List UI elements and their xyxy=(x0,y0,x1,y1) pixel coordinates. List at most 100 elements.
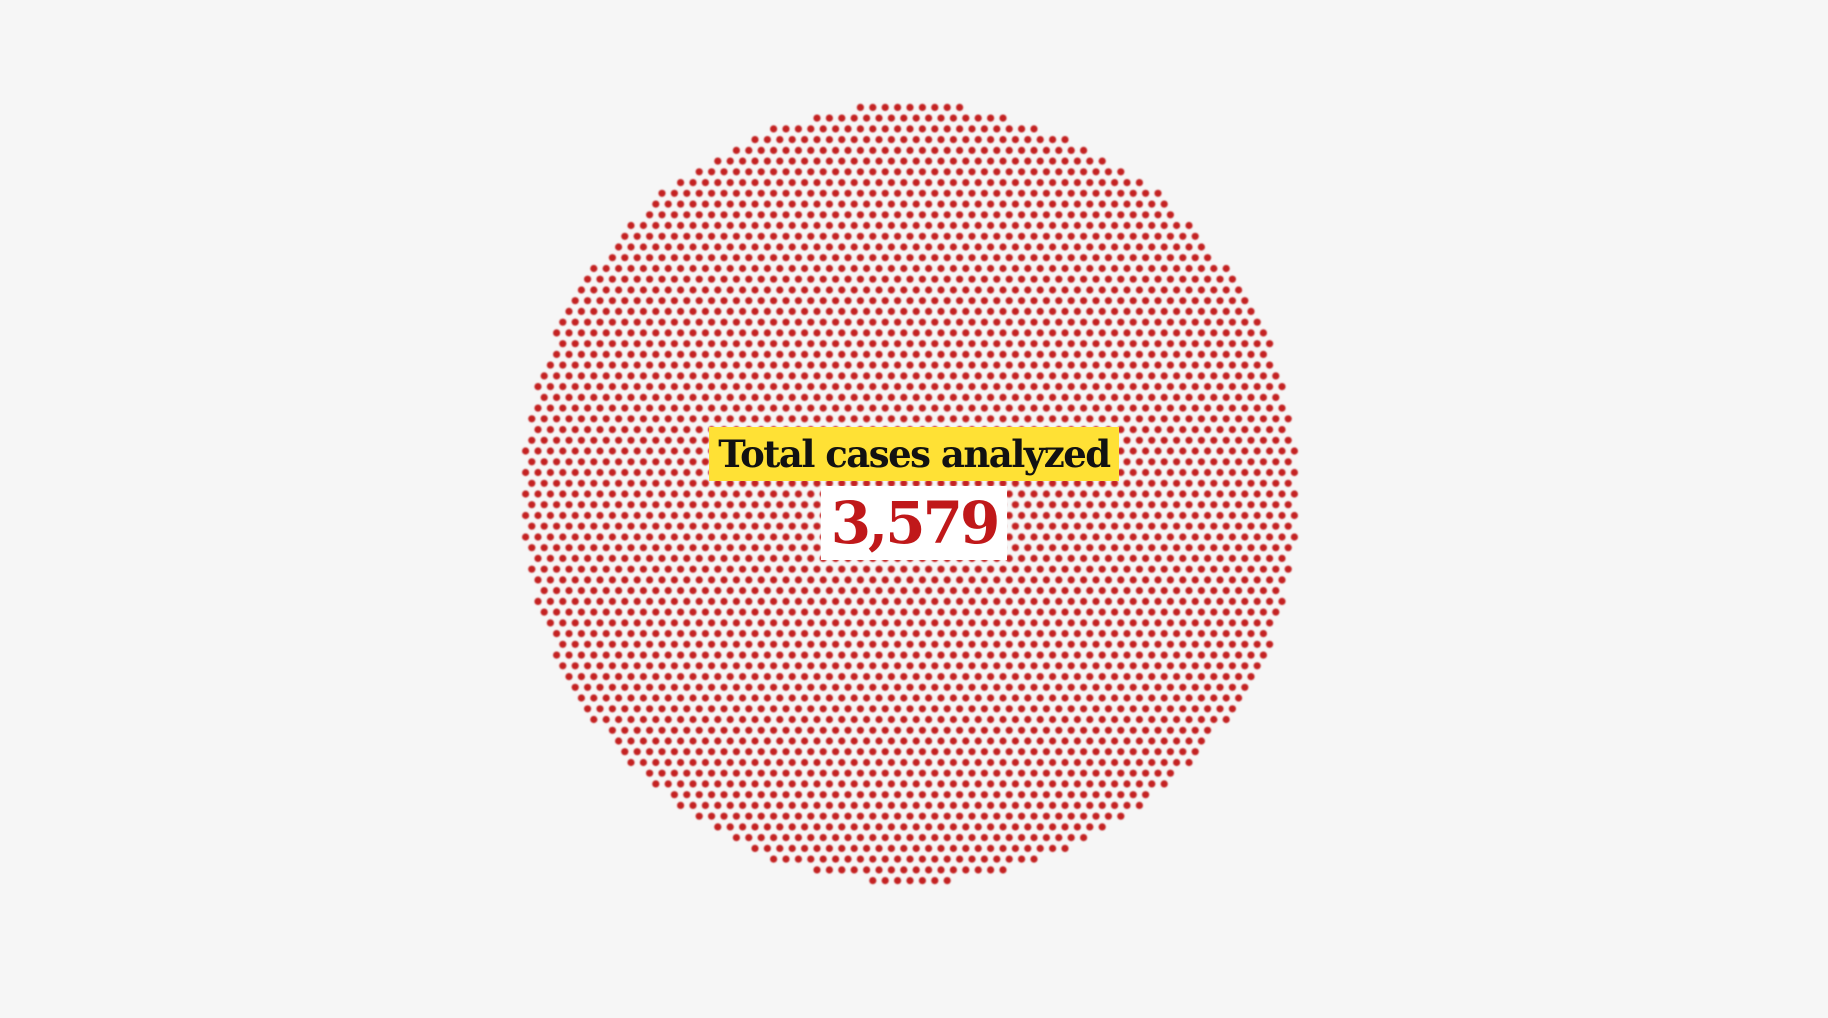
case-dot xyxy=(1042,168,1050,176)
case-dot xyxy=(993,576,1001,584)
case-dot xyxy=(751,565,759,573)
case-dot xyxy=(695,662,703,670)
case-dot xyxy=(956,662,964,670)
case-dot xyxy=(776,329,784,337)
case-dot xyxy=(894,340,902,348)
case-dot xyxy=(1179,297,1187,305)
case-dot xyxy=(1036,136,1044,144)
case-dot xyxy=(770,404,778,412)
case-dot xyxy=(534,597,542,606)
case-dot xyxy=(1005,705,1013,713)
case-dot xyxy=(590,436,598,444)
case-dot xyxy=(1228,640,1236,648)
case-dot xyxy=(658,275,666,283)
case-dot xyxy=(615,544,623,552)
case-dot xyxy=(850,565,858,573)
case-dot xyxy=(788,243,796,251)
case-dot xyxy=(1055,318,1063,326)
case-dot xyxy=(1104,361,1112,369)
case-dot xyxy=(695,383,703,391)
case-dot xyxy=(770,275,778,283)
case-dot xyxy=(1005,554,1013,563)
case-dot xyxy=(534,468,542,477)
case-dot xyxy=(652,458,660,466)
case-dot xyxy=(677,221,685,230)
case-dot xyxy=(720,404,728,412)
case-dot xyxy=(832,662,840,670)
case-dot xyxy=(1073,801,1081,810)
case-dot xyxy=(1011,479,1020,487)
case-dot xyxy=(1173,673,1181,681)
case-dot xyxy=(863,715,871,724)
case-dot xyxy=(1104,662,1112,670)
case-dot xyxy=(584,490,592,498)
case-dot xyxy=(918,318,927,326)
case-dot xyxy=(732,769,741,777)
case-dot xyxy=(1086,758,1094,767)
case-dot xyxy=(1011,264,1020,273)
case-dot xyxy=(646,597,654,606)
case-dot xyxy=(1216,597,1224,606)
case-dot xyxy=(695,576,703,584)
case-dot xyxy=(993,834,1001,842)
case-dot xyxy=(1049,565,1057,573)
case-dot xyxy=(608,383,617,391)
case-dot xyxy=(1055,189,1063,197)
case-dot xyxy=(720,812,728,820)
case-dot xyxy=(918,576,927,584)
case-dot xyxy=(732,812,741,820)
case-dot xyxy=(931,404,939,412)
case-dot xyxy=(1092,812,1100,820)
case-dot xyxy=(1247,415,1255,423)
case-dot xyxy=(1098,522,1106,530)
case-dot xyxy=(856,103,865,111)
case-dot xyxy=(1005,275,1013,283)
case-dot xyxy=(565,630,573,638)
case-dot xyxy=(956,812,964,820)
case-dot xyxy=(844,383,852,391)
case-dot xyxy=(1049,715,1057,724)
case-dot xyxy=(559,468,567,477)
case-dot xyxy=(1005,318,1013,326)
case-dot xyxy=(968,683,976,691)
case-dot xyxy=(1061,673,1069,681)
case-dot xyxy=(701,608,710,616)
case-dot xyxy=(1111,307,1119,315)
case-dot xyxy=(900,694,908,702)
case-dot xyxy=(869,748,877,756)
case-dot xyxy=(714,544,722,552)
case-dot xyxy=(869,146,877,154)
case-dot xyxy=(1129,404,1137,412)
case-dot xyxy=(980,361,989,369)
case-dot xyxy=(1080,189,1088,197)
case-dot xyxy=(670,640,679,648)
case-dot xyxy=(571,511,579,520)
case-dot xyxy=(1049,329,1057,337)
case-dot xyxy=(1061,844,1069,853)
case-dot xyxy=(937,651,945,659)
case-dot xyxy=(633,619,641,627)
case-dot xyxy=(639,479,648,487)
case-dot xyxy=(732,232,741,240)
case-dot xyxy=(770,683,778,691)
case-dot xyxy=(1111,393,1119,401)
case-dot xyxy=(999,415,1007,423)
case-dot xyxy=(962,630,970,638)
case-dot xyxy=(1011,243,1020,251)
case-dot xyxy=(788,780,796,788)
case-dot xyxy=(962,823,970,831)
case-dot xyxy=(856,576,865,584)
case-dot xyxy=(1098,307,1106,315)
case-dot xyxy=(546,619,555,627)
case-dot xyxy=(1129,533,1137,541)
case-dot xyxy=(850,608,858,616)
case-dot xyxy=(918,855,927,863)
case-dot xyxy=(881,103,889,111)
case-dot xyxy=(906,640,914,648)
case-dot xyxy=(596,447,604,455)
case-dot xyxy=(900,866,908,874)
case-dot xyxy=(937,737,945,745)
case-dot xyxy=(720,726,728,734)
case-dot xyxy=(776,350,784,358)
case-dot xyxy=(633,640,641,648)
